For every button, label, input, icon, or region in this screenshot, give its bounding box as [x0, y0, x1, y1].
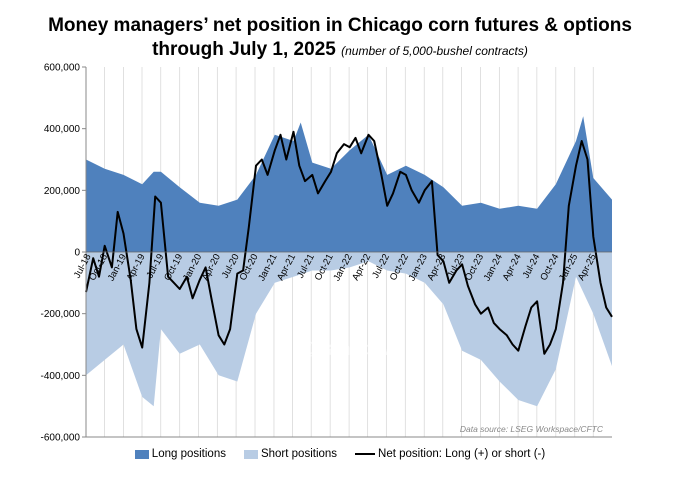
y-tick-label-1: 400,000	[44, 124, 81, 135]
legend-label-long: Long positions	[151, 448, 226, 460]
legend-item-net: Net position: Long (+) or short (-)	[355, 448, 545, 460]
chart-subtitle: (number of 5,000-bushel contracts)	[341, 44, 528, 58]
legend-label-net: Net position: Long (+) or short (-)	[378, 448, 546, 460]
legend-item-long: Long positions	[134, 448, 226, 460]
y-tick-label-5: -400,000	[41, 371, 81, 382]
y-tick-label-3: 0	[74, 248, 80, 259]
chart-title-line2: through July 1, 2025 (number of 5,000-bu…	[0, 38, 680, 63]
legend: Long positions Short positions Net posit…	[0, 448, 680, 460]
legend-swatch-long	[134, 449, 149, 459]
legend-swatch-net	[355, 453, 376, 455]
y-axis-ticks: 600,000 400,000 200,000 0 -200,000 -400,000 -6…	[41, 63, 86, 444]
watermark: @kannbwx	[296, 338, 401, 360]
source-note: Data source: LSEG Workspace/CFTC	[460, 424, 604, 434]
y-tick-label-6: -600,000	[41, 433, 81, 444]
y-tick-label-0: 600,000	[44, 63, 81, 74]
net-position-line	[85, 130, 613, 355]
y-tick-label-4: -200,000	[41, 309, 81, 320]
area-series	[86, 116, 612, 407]
legend-swatch-short	[243, 449, 258, 459]
short-positions-area	[86, 252, 612, 407]
chart-title-line1: Money managers’ net position in Chicago …	[48, 15, 632, 36]
y-tick-label-2: 200,000	[44, 186, 81, 197]
chart-title-date: through July 1, 2025	[152, 39, 336, 60]
chart-title: Money managers’ net position in Chicago …	[0, 14, 680, 63]
net-line-series	[85, 130, 613, 355]
legend-label-short: Short positions	[260, 448, 338, 460]
legend-item-short: Short positions	[243, 448, 338, 460]
long-positions-area	[86, 116, 612, 252]
